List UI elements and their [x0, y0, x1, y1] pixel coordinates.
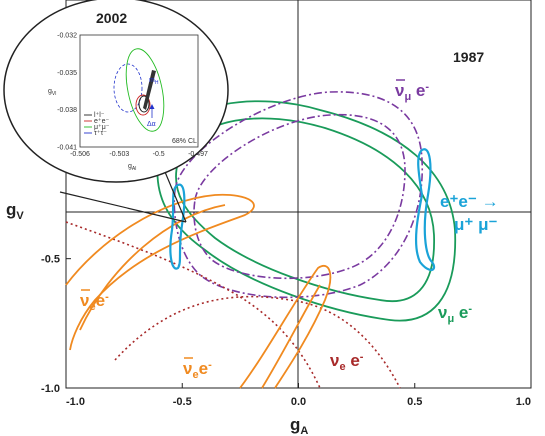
x-tick-label-4: 1.0	[516, 396, 531, 408]
x-tick-label-3: 0.5	[407, 396, 422, 408]
inset-legend-label-1: e⁺e⁻	[94, 118, 109, 125]
inset-ellipse	[3, 0, 229, 183]
label-ee-mumu-2: μ⁺ μ⁻	[454, 215, 497, 234]
inset-e-contour	[135, 94, 151, 116]
inset-mu-contour	[125, 48, 165, 132]
inset-da-label: Δα	[147, 121, 156, 128]
label-numu-e: νμ e-	[438, 303, 472, 325]
x-tick-label-2: 0.0	[291, 396, 306, 408]
nuebar-e-contour-outer	[65, 193, 255, 351]
inset-frame	[79, 34, 199, 148]
numu-e-contour-outer	[156, 100, 457, 322]
inset-l-contour	[138, 95, 150, 113]
y-tick-label-0: -1.0	[41, 383, 60, 395]
series-numu-e	[156, 100, 457, 322]
inset-y-tick-0: -0.032	[57, 33, 77, 40]
inset-x-tick-1: -0.503	[109, 151, 129, 158]
inset-mh-label: mH	[149, 77, 159, 86]
x-tick-label-0: -1.0	[66, 396, 85, 408]
nuebar-e-contour-lower-2	[261, 284, 321, 389]
inset-x-tick-2: -0.5	[153, 151, 165, 158]
label-nuebar-e-left: νee-	[80, 291, 109, 313]
inset-x-title: gAl	[128, 163, 136, 172]
nuebar-e-contour-lower-1	[239, 265, 332, 389]
nue-e-contour-lower	[114, 295, 401, 389]
numubar-e-contour-outer	[173, 91, 424, 299]
year-label: 1987	[453, 49, 484, 65]
inset-legend-label-3: τ⁺τ⁻	[94, 130, 107, 137]
y-tick-label-1: -0.5	[41, 254, 60, 266]
series-ee-mumu	[169, 148, 436, 271]
inset-2002: 2002 -0.506 -0.503 -0.5 -0.497-0.032-0.035-…	[3, 0, 229, 223]
label-ee-mumu-1: e⁺e⁻ →	[440, 192, 499, 211]
series-nuebar-e	[65, 193, 332, 389]
label-nuebar-e-bottom: νee-	[183, 359, 212, 381]
numubar-e-contour-inner	[193, 113, 406, 280]
numu-e-contour-inner	[175, 117, 435, 302]
y-axis-title: gV	[6, 200, 24, 222]
inset-axis-ticks: -0.506 -0.503 -0.5 -0.497 -0.032 -0.035 -0.038…	[57, 33, 208, 159]
inset-legend: l⁺l⁻e⁺e⁻μ⁺μ⁻τ⁺τ⁻	[84, 112, 110, 137]
inset-legend-label-0: l⁺l⁻	[94, 112, 105, 119]
inset-x-tick-3: -0.497	[188, 151, 208, 158]
series-numubar-e	[173, 91, 424, 299]
nue-e-contour-upper	[65, 221, 321, 389]
ee-mumu-contour-left	[169, 183, 186, 270]
inset-y-tick-3: -0.041	[57, 145, 77, 152]
inset-x-tick-0: -0.506	[70, 151, 90, 158]
x-tick-label-1: -0.5	[173, 396, 192, 408]
inset-pointer-2	[59, 191, 187, 223]
nuebar-e-contour-inner	[79, 204, 226, 331]
inset-cl-label: 68% CL	[172, 138, 197, 145]
series-nue-e	[65, 221, 401, 389]
inset-tau-contour	[113, 63, 143, 113]
x-axis-title: gA	[290, 415, 308, 436]
inset-title: 2002	[96, 10, 127, 26]
inset-legend-label-2: μ⁺μ⁻	[94, 124, 110, 131]
inset-y-tick-1: -0.035	[57, 70, 77, 77]
inset-da-arrowhead	[149, 104, 155, 109]
label-nue-e: νe e-	[330, 351, 364, 373]
inset-y-tick-2: -0.038	[57, 107, 77, 114]
label-numubar-e: νμ e-	[395, 81, 429, 103]
inset-mh-band	[143, 70, 156, 110]
ee-mumu-contour-right	[414, 148, 436, 271]
inset-y-title: gVl	[48, 88, 56, 97]
